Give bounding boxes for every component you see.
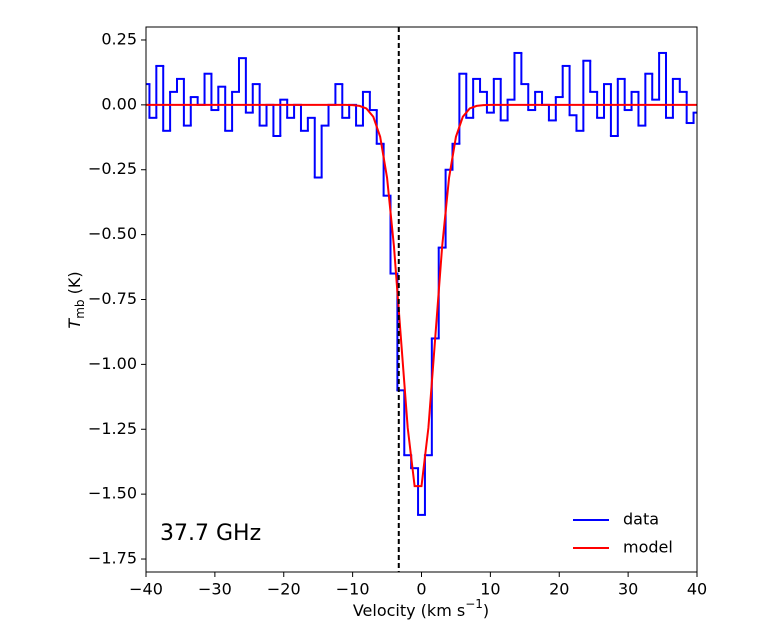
x-tick-label: −40 [129, 580, 163, 599]
step-riser [148, 52, 695, 515]
legend-label: data [623, 510, 659, 529]
x-tick-label: 40 [687, 580, 707, 599]
plot-frame [145, 26, 698, 573]
y-tick-label: −1.00 [88, 354, 137, 373]
legend-label: model [623, 538, 673, 557]
y-tick-label: −1.50 [88, 484, 137, 503]
x-axis-label: Velocity (km s−1) [353, 597, 489, 620]
y-tick-label: 0.25 [101, 29, 137, 48]
y-label-sub: mb [73, 299, 87, 318]
x-tick-label: −30 [198, 580, 232, 599]
x-label-main: Velocity (km s [353, 601, 465, 620]
y-label-main: T [65, 318, 84, 329]
data-series [146, 51, 697, 516]
y-tick-label: 0.00 [101, 94, 137, 113]
x-label-sup: −1 [465, 597, 483, 611]
y-tick-label: −0.50 [88, 224, 137, 243]
x-label-end: ) [483, 601, 489, 620]
y-tick-label: −1.25 [88, 419, 137, 438]
x-tick-label: 20 [549, 580, 569, 599]
y-tick-label: −1.75 [88, 549, 137, 568]
annotation: 37.7 GHz [160, 521, 261, 546]
y-tick-label: −0.75 [88, 289, 137, 308]
y-axis-label: Tmb (K) [65, 271, 87, 328]
y-label-unit: (K) [65, 271, 84, 299]
x-tick-label: −20 [267, 580, 301, 599]
x-tick-label: 30 [618, 580, 638, 599]
y-tick-label: −0.25 [88, 159, 137, 178]
x-tick-label: 0 [416, 580, 426, 599]
model-line [146, 103, 697, 488]
x-tick-label: −10 [336, 580, 370, 599]
x-tick-label: 10 [480, 580, 500, 599]
